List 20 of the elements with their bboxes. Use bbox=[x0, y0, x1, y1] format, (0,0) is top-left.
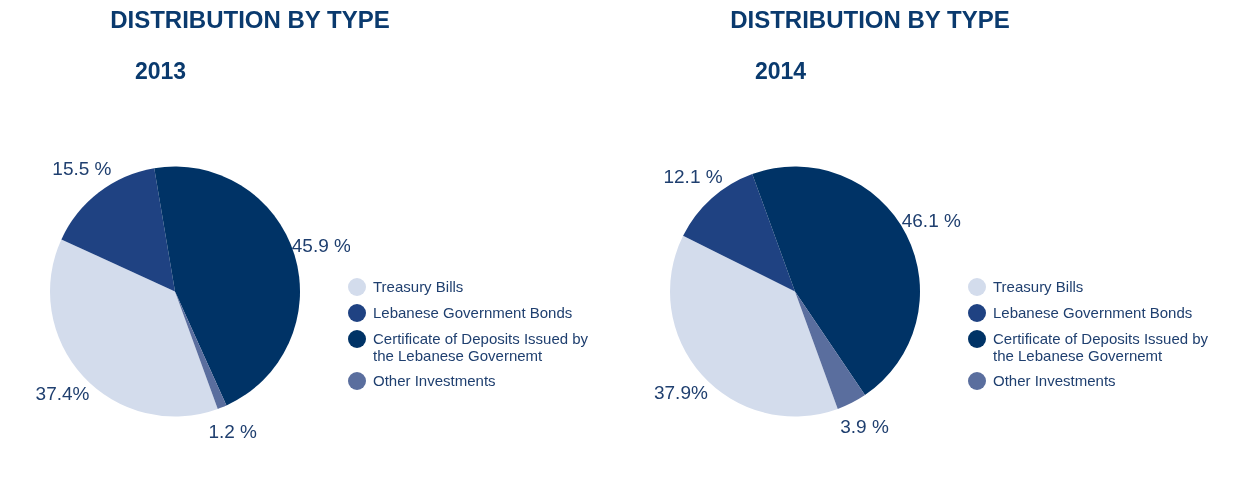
legend-label: Certificate of Deposits Issued by the Lebanese Governemt bbox=[993, 330, 1210, 364]
chart-subtitle: 2013 bbox=[135, 58, 187, 85]
data-label: 1.2 % bbox=[208, 421, 258, 443]
chart-title: DISTRIBUTION BY TYPE bbox=[729, 6, 1011, 34]
data-label: 37.9% bbox=[653, 381, 708, 403]
legend-label: Treasury Bills bbox=[993, 278, 1084, 295]
data-label: 45.9 % bbox=[291, 235, 352, 257]
legend-label: Treasury Bills bbox=[373, 278, 464, 295]
chart-subtitle: 2014 bbox=[755, 58, 807, 85]
legend-label: Other Investments bbox=[993, 372, 1116, 389]
legend-label: Certificate of Deposits Issued by the Lebanese Governemt bbox=[373, 330, 590, 364]
legend-label: Lebanese Government Bonds bbox=[993, 304, 1193, 321]
data-label: 3.9 % bbox=[840, 416, 889, 438]
legend-label: Other Investments bbox=[373, 372, 496, 389]
data-label: 46.1 % bbox=[901, 210, 961, 232]
data-label: 12.1 % bbox=[663, 165, 723, 187]
data-label: 15.5 % bbox=[52, 158, 112, 180]
chart-title: DISTRIBUTION BY TYPE bbox=[109, 6, 391, 34]
data-label: 37.4% bbox=[35, 383, 90, 405]
legend-label: Lebanese Government Bonds bbox=[373, 304, 573, 321]
